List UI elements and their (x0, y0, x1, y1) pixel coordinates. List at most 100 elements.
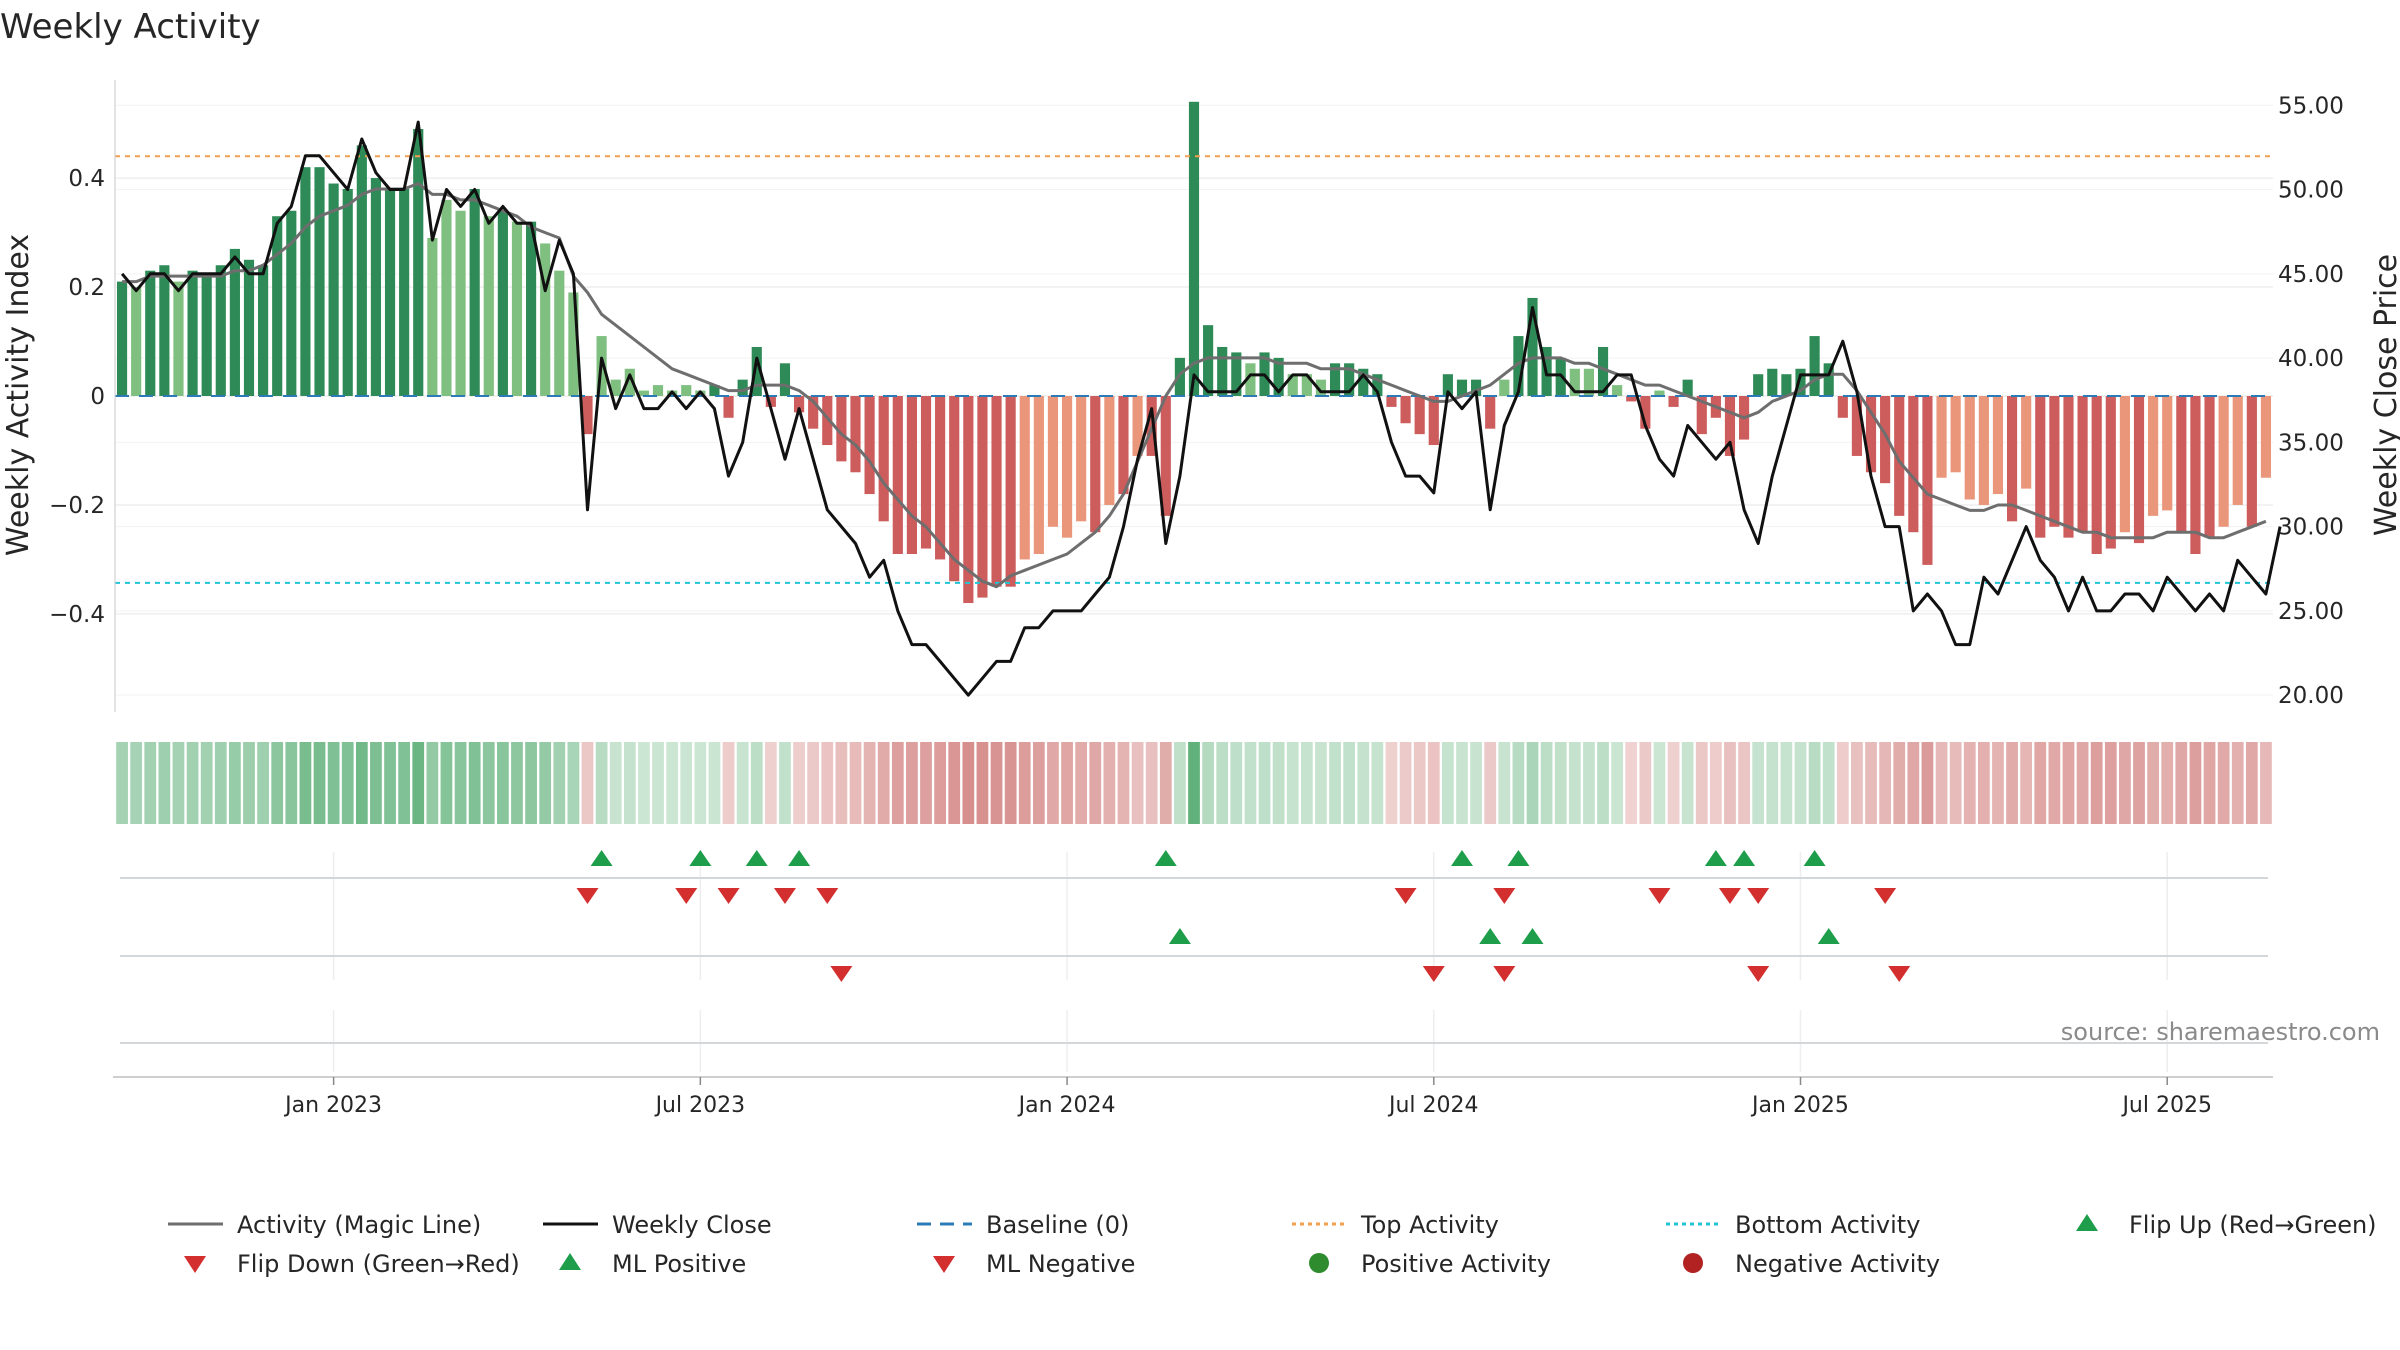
flip-down-marker (1493, 888, 1516, 904)
heat-strip-cell (2104, 742, 2117, 824)
activity-bar (300, 167, 311, 396)
signal-rows (120, 850, 2268, 1072)
activity-bar (1033, 396, 1044, 554)
activity-bar (1400, 396, 1411, 424)
legend-item: Activity (Magic Line) (168, 1211, 481, 1239)
heat-strip-cell (1188, 742, 1200, 824)
flip-down-marker (717, 888, 740, 904)
activity-bar (737, 379, 748, 396)
heat-strip-cell (1597, 742, 1609, 824)
heat-strip-cell (398, 742, 411, 824)
activity-bar (511, 221, 523, 396)
activity-bar (1597, 346, 1609, 396)
heat-strip-cell (2048, 742, 2061, 824)
heat-strip-cell (567, 742, 580, 824)
heat-strip-cell (496, 742, 509, 824)
flip-up-marker (1168, 928, 1191, 944)
activity-bar (2091, 396, 2102, 554)
activity-bar (1809, 336, 1820, 396)
chart-title: Weekly Activity (0, 7, 261, 47)
heat-strip-cell (186, 742, 199, 824)
heat-strip-cell (1766, 742, 1779, 824)
heat-strip-cell (990, 742, 1003, 824)
activity-bar (2204, 396, 2215, 538)
activity-bar (1188, 101, 1200, 397)
activity-bar (1104, 396, 1115, 505)
heat-strip-cell (2076, 742, 2089, 824)
legend-label: Top Activity (1360, 1211, 1499, 1239)
heat-strip-cell (1935, 742, 1948, 824)
source-label: source: sharemaestro.com (2061, 1018, 2380, 1046)
activity-bar (1471, 379, 1482, 396)
activity-bar (469, 188, 480, 396)
heat-strip-cell (1780, 742, 1793, 824)
heat-strip-cell (1371, 742, 1384, 824)
activity-bar (554, 270, 565, 396)
activity-bar (1823, 363, 1834, 396)
date-tick-label: Jan 2023 (283, 1093, 382, 1118)
flip-down-marker (1874, 888, 1897, 904)
heat-strip-cell (680, 742, 693, 824)
activity-bar (1668, 396, 1679, 407)
activity-bar (1273, 357, 1284, 396)
heat-strip-cell (2161, 742, 2174, 824)
heat-strip-cell (1174, 742, 1186, 824)
heat-strip-cell (482, 742, 495, 824)
flip-up-marker (689, 850, 712, 866)
heat-strip-cell (1413, 742, 1426, 824)
heat-strip-cell (1724, 742, 1736, 824)
heat-strip-cell (1399, 742, 1412, 824)
heat-strip-cell (1300, 742, 1313, 824)
activity-bar (1047, 396, 1059, 527)
y-axis-right-title: Weekly Close Price (2369, 254, 2400, 536)
legend-item: Flip Up (Red→Green) (2076, 1211, 2377, 1239)
activity-bar (1019, 396, 1030, 560)
legend-swatch-up (2076, 1214, 2098, 1231)
y-axis-left-title: Weekly Activity Index (1, 234, 36, 556)
heat-strip-cell (1286, 742, 1299, 824)
activity-bar (1583, 368, 1595, 396)
activity-bar (1061, 396, 1073, 538)
legend-swatch-down (933, 1256, 955, 1273)
activity-bar (1372, 374, 1383, 396)
heat-strip-cell (1159, 742, 1172, 824)
activity-bar (624, 368, 635, 396)
heat-strip-cell (666, 742, 679, 824)
heat-strip-cell (1329, 742, 1341, 824)
activity-bar (1978, 396, 1989, 505)
heat-strip-cell (750, 742, 763, 824)
heat-strip-cell (2203, 742, 2216, 824)
activity-bar (1287, 374, 1298, 396)
heat-strip-cell (553, 742, 566, 824)
heat-strip-cell (891, 742, 904, 824)
activity-bar (413, 129, 424, 396)
activity-bar (1245, 363, 1256, 396)
activity-bar (1414, 396, 1425, 435)
activity-bar (2162, 396, 2173, 511)
flip-up-marker (1450, 850, 1473, 866)
activity-bar (1203, 325, 1214, 396)
legend-item: Baseline (0) (917, 1211, 1129, 1239)
activity-bar (201, 276, 212, 396)
legend-swatch-dot (1683, 1253, 1703, 1273)
activity-bar (1767, 368, 1778, 396)
activity-bar (497, 210, 508, 396)
activity-bar (384, 188, 396, 396)
legend-item: ML Negative (933, 1250, 1135, 1278)
heat-strip-cell (1540, 742, 1553, 824)
activity-bar (1696, 396, 1707, 435)
activity-bar (229, 248, 240, 396)
heat-strip-cell (906, 742, 918, 824)
activity-bar (1485, 396, 1496, 429)
flip-up-marker (788, 850, 811, 866)
y-left-tick-label: −0.2 (49, 493, 105, 519)
activity-bar (286, 210, 297, 396)
heat-strip-cell (116, 742, 128, 824)
heat-strip-cell (257, 742, 269, 824)
heat-strip-cell (511, 742, 523, 824)
legend-label: ML Positive (612, 1250, 746, 1278)
heat-strip-cell (2147, 742, 2159, 824)
activity-bar (159, 265, 170, 396)
heat-strip-cell (1484, 742, 1497, 824)
y-left-tick-label: 0.2 (68, 275, 105, 301)
